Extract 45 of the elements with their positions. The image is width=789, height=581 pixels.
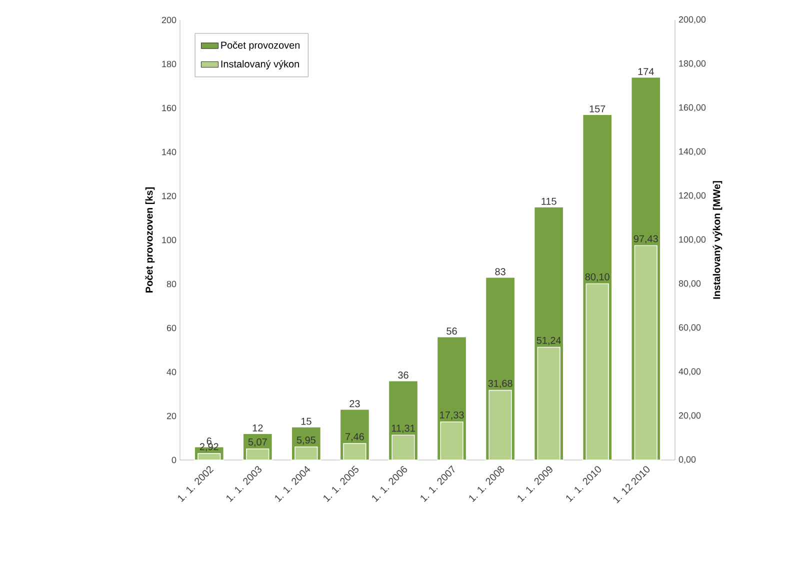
y-tick-label: 140 (162, 148, 176, 156)
data-label: 115 (542, 198, 556, 205)
y-tick-label: 80 (166, 280, 176, 288)
data-label: 23 (350, 400, 360, 408)
y2-tick-label: 120,00 (679, 192, 706, 200)
y2-tick-label: 20,00 (678, 412, 701, 420)
y-tick-label: 0 (172, 456, 176, 464)
data-label: 11,31 (392, 424, 415, 433)
y2-tick-label: 0,00 (678, 456, 696, 464)
y-tick-label: 160 (162, 104, 176, 112)
y-tick-label: 120 (162, 192, 176, 200)
data-label: 5,07 (248, 438, 267, 447)
y-tick-label: 200 (162, 16, 176, 24)
y2-tick-label: 80,00 (678, 280, 701, 288)
data-label: 7,46 (346, 433, 364, 442)
y2-tick-label: 100,00 (679, 236, 706, 244)
data-label: 80,10 (585, 273, 610, 282)
y2-axis-title: Instalovaný výkon [MWe] (712, 181, 722, 299)
y2-tick-label: 200,00 (678, 16, 706, 24)
y-axis-title: Počet provozoven [ks] (145, 187, 155, 292)
data-label: 51,24 (536, 336, 561, 346)
y2-tick-label: 160,00 (679, 104, 706, 112)
y-tick-label: 60 (166, 324, 176, 332)
data-label: 15 (301, 418, 312, 425)
data-label: 174 (638, 68, 654, 76)
data-label: 97,43 (634, 235, 658, 244)
y2-tick-label: 140,00 (679, 148, 706, 156)
data-label: 12 (252, 424, 263, 432)
y-tick-label: 40 (166, 368, 176, 376)
y2-tick-label: 60,00 (678, 324, 701, 332)
data-label: 31,68 (488, 380, 512, 388)
data-label: 83 (495, 268, 506, 276)
data-label: 17,33 (440, 411, 464, 420)
y2-tick-label: 40,00 (678, 368, 701, 376)
data-label: 36 (398, 372, 408, 379)
y-tick-label: 20 (166, 412, 176, 420)
data-label: 6 (206, 438, 212, 445)
data-label: 56 (446, 328, 457, 335)
legend-label: Počet provozoven (221, 41, 300, 51)
y2-tick-label: 180,00 (679, 60, 706, 68)
y-tick-label: 180 (162, 60, 176, 68)
data-label: 5,95 (296, 436, 316, 445)
data-label: 157 (590, 105, 606, 112)
y-tick-label: 100 (162, 236, 176, 244)
legend-label: Instalovaný výkon (221, 60, 299, 70)
